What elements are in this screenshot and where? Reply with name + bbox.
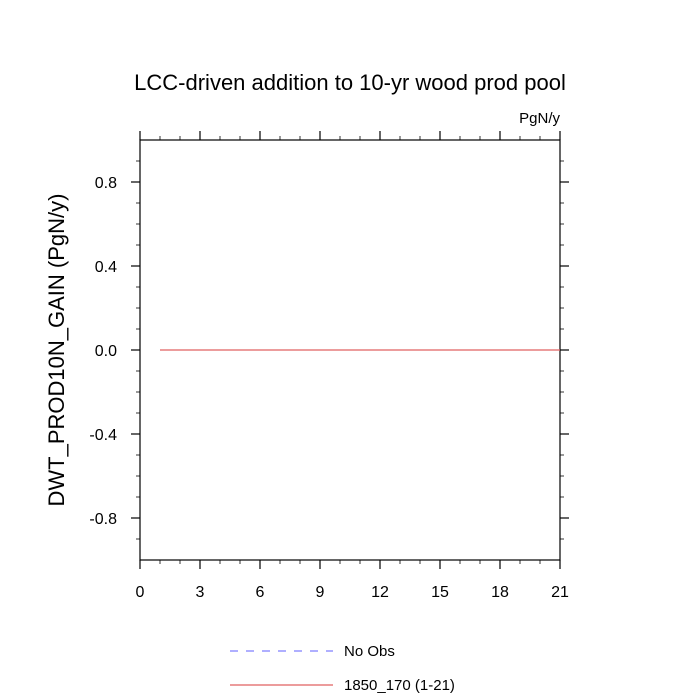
chart-title: LCC-driven addition to 10-yr wood prod p… (134, 70, 566, 95)
y-tick-label: 0.4 (95, 259, 117, 276)
legend-label: 1850_170 (1-21) (344, 677, 455, 694)
y-tick-label: -0.4 (89, 427, 117, 444)
legend-label: No Obs (344, 643, 395, 660)
x-tick-label: 18 (491, 584, 509, 601)
units-label: PgN/y (519, 110, 560, 127)
axis-ticks: 0 3 6 9 12 15 18 21 -0.8 -0.4 0.0 0.4 0.8 (89, 131, 569, 601)
x-tick-label: 0 (136, 584, 145, 601)
x-tick-label: 21 (551, 584, 569, 601)
y-tick-label: 0.0 (95, 343, 117, 360)
y-tick-label: -0.8 (89, 511, 117, 528)
y-axis-label: DWT_PROD10N_GAIN (PgN/y) (44, 194, 69, 507)
legend: No Obs 1850_170 (1-21) (230, 643, 455, 694)
x-tick-label: 6 (256, 584, 265, 601)
x-tick-label: 3 (196, 584, 205, 601)
y-tick-label: 0.8 (95, 175, 117, 192)
x-tick-label: 15 (431, 584, 449, 601)
x-tick-label: 12 (371, 584, 389, 601)
x-tick-label: 9 (316, 584, 325, 601)
